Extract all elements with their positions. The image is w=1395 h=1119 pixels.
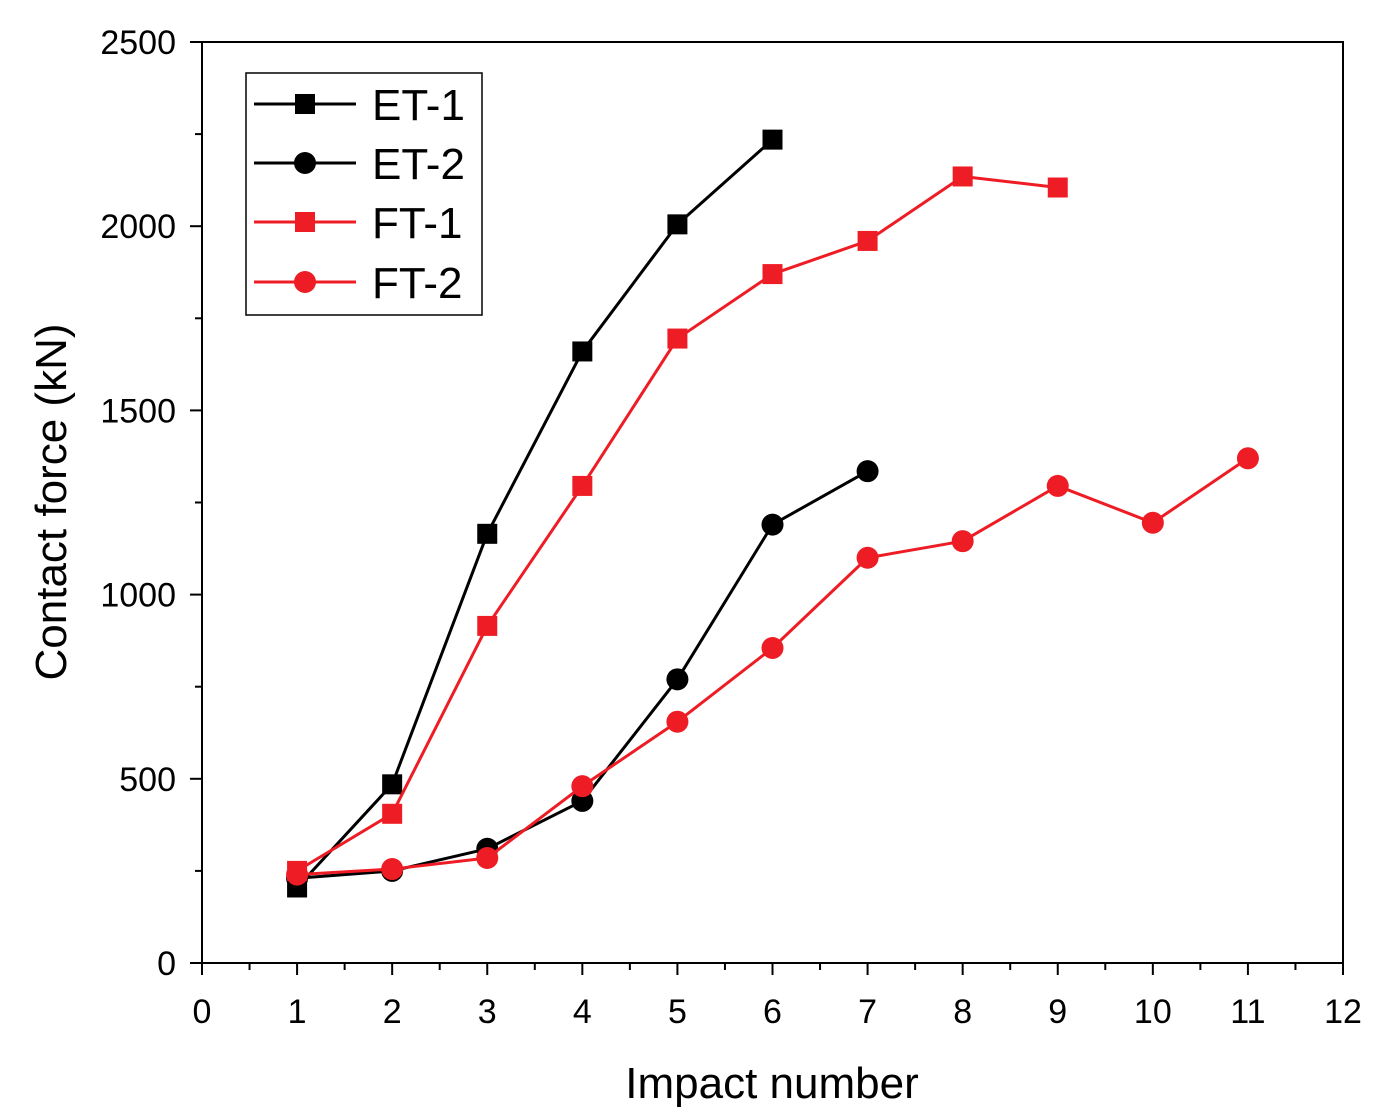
legend-marker-et-1 (295, 94, 315, 114)
y-tick-label: 2500 (100, 24, 176, 62)
data-point-et-2 (761, 513, 784, 536)
data-point-et-1 (382, 774, 403, 795)
y-tick-label: 1000 (100, 577, 176, 615)
y-tick-label: 0 (157, 945, 176, 983)
data-point-ft-1 (857, 230, 878, 251)
legend-frame (245, 72, 483, 316)
series-et-1 (287, 129, 783, 898)
data-point-ft-1 (477, 615, 498, 636)
x-tick-label: 7 (858, 993, 877, 1031)
data-point-ft-2 (666, 710, 689, 733)
x-tick-label: 6 (763, 993, 782, 1031)
x-tick-label: 9 (1048, 993, 1067, 1031)
data-point-ft-2 (1236, 447, 1259, 470)
x-tick-label: 11 (1230, 993, 1265, 1031)
legend-item-ft-2: FT-2 (254, 259, 462, 308)
data-point-ft-2 (1141, 511, 1164, 534)
y-tick-label: 500 (119, 761, 176, 799)
x-tick-label: 10 (1134, 993, 1172, 1031)
series-ft-2 (286, 447, 1259, 886)
data-point-ft-1 (762, 264, 783, 285)
data-point-et-1 (762, 129, 783, 150)
x-tick-label: 3 (478, 993, 497, 1031)
data-point-ft-1 (667, 328, 688, 349)
data-point-ft-2 (476, 847, 499, 870)
x-tick-label: 2 (383, 993, 402, 1031)
x-tick-label: 12 (1324, 993, 1362, 1031)
data-point-et-2 (666, 668, 689, 691)
data-point-ft-2 (761, 637, 784, 660)
data-point-et-2 (856, 460, 879, 483)
legend-marker-ft-1 (295, 212, 315, 232)
data-point-ft-1 (1047, 177, 1068, 198)
legend-item-ft-1: FT-1 (254, 199, 462, 248)
x-tick-label: 1 (288, 993, 307, 1031)
data-point-et-1 (667, 214, 688, 235)
data-point-et-1 (572, 341, 593, 362)
data-point-et-1 (477, 523, 498, 544)
legend-label-et-1: ET-1 (372, 81, 465, 130)
data-point-ft-2 (286, 863, 309, 886)
series-line-et-1 (295, 138, 774, 889)
data-point-ft-2 (1046, 474, 1069, 497)
legend-label-ft-1: FT-1 (372, 199, 462, 248)
legend-marker-et-2 (294, 152, 316, 174)
data-point-ft-1 (572, 475, 593, 496)
legend-marker-ft-2 (294, 271, 316, 293)
y-axis: 0 500 1000 1500 2000 2500 (100, 24, 202, 983)
data-point-ft-1 (952, 166, 973, 187)
y-tick-label: 2000 (100, 208, 176, 246)
data-point-ft-2 (856, 546, 879, 569)
legend-label-ft-2: FT-2 (372, 259, 462, 308)
x-tick-label: 8 (953, 993, 972, 1031)
legend: ET-1 ET-2 FT-1 FT-2 (245, 72, 483, 316)
x-tick-label: 5 (668, 993, 687, 1031)
series-layer (286, 129, 1259, 898)
data-point-ft-1 (382, 803, 403, 824)
y-axis-title: Contact force (kN) (27, 324, 76, 681)
x-tick-label: 0 (193, 993, 212, 1031)
y-tick-label: 1500 (100, 392, 176, 430)
legend-item-et-1: ET-1 (254, 81, 465, 130)
data-point-ft-2 (951, 530, 974, 553)
x-tick-label: 4 (573, 993, 592, 1031)
x-axis-title: Impact number (625, 1059, 918, 1108)
x-axis: 0 1 2 3 4 5 6 7 8 9 10 11 12 (193, 963, 1362, 1031)
legend-label-et-2: ET-2 (372, 140, 465, 189)
legend-item-et-2: ET-2 (254, 140, 465, 189)
data-point-ft-2 (381, 858, 404, 881)
data-point-ft-2 (571, 775, 594, 798)
